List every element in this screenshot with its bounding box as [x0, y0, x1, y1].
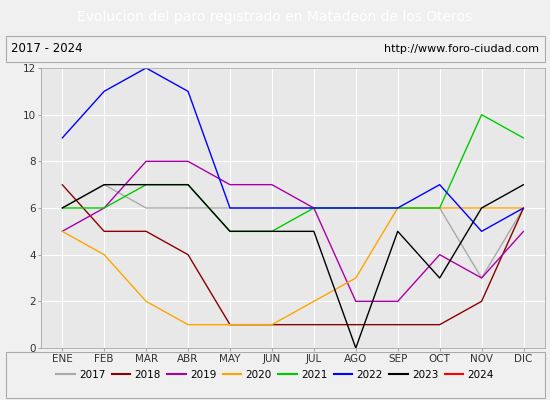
Legend: 2017, 2018, 2019, 2020, 2021, 2022, 2023, 2024: 2017, 2018, 2019, 2020, 2021, 2022, 2023…: [56, 370, 494, 380]
Text: 2017 - 2024: 2017 - 2024: [11, 42, 82, 56]
Text: http://www.foro-ciudad.com: http://www.foro-ciudad.com: [384, 44, 539, 54]
Text: Evolucion del paro registrado en Matadeón de los Oteros: Evolucion del paro registrado en Matadeó…: [78, 10, 472, 24]
